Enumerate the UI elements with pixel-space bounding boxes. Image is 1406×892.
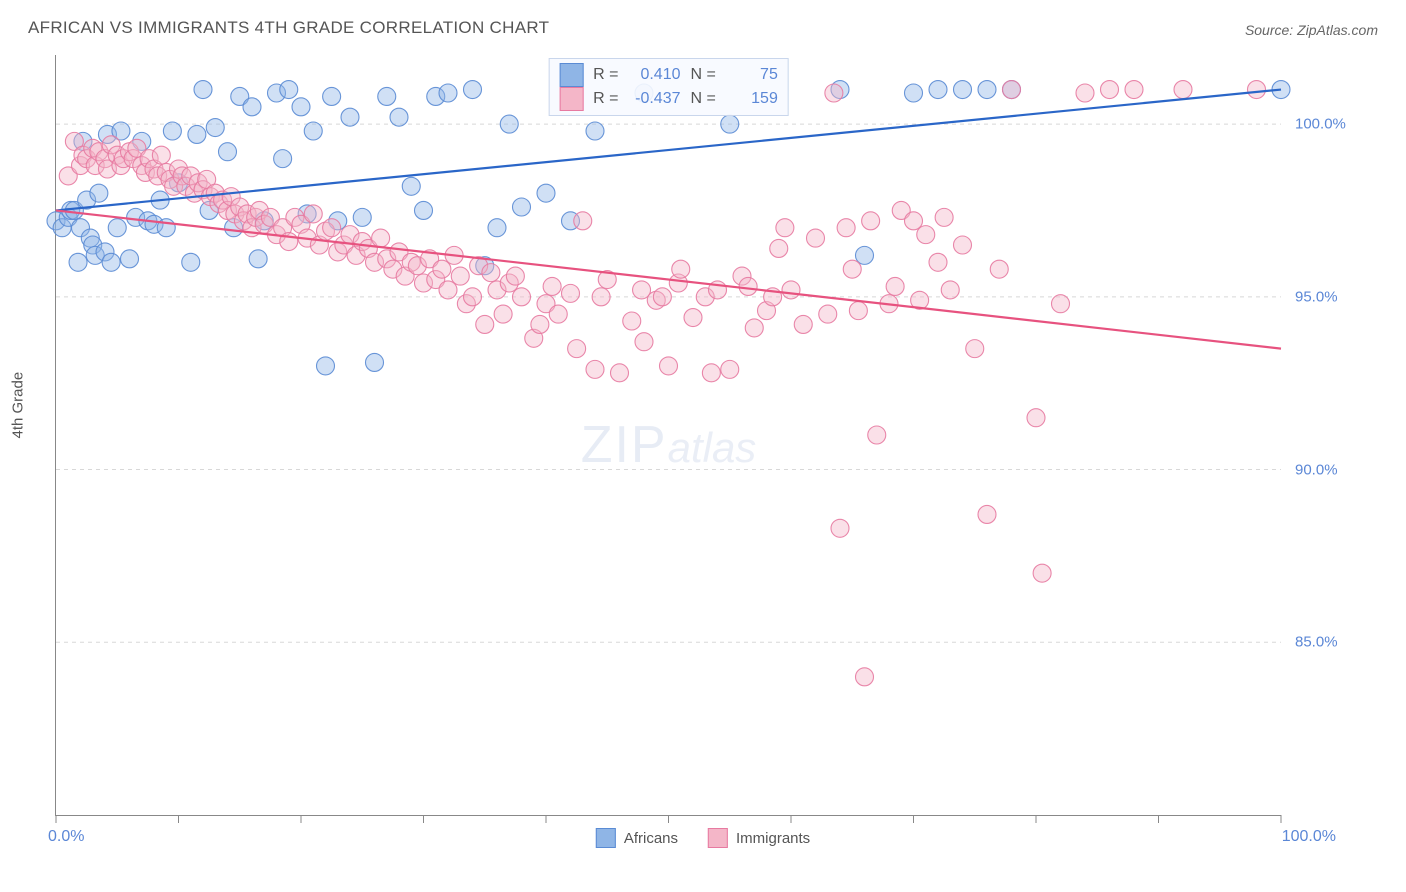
stats-n-label: N = (691, 63, 716, 87)
y-tick-label: 95.0% (1295, 288, 1338, 305)
stats-n-africans: 75 (726, 63, 778, 87)
plot-area: ZIPatlas R = 0.410 N = 75 R = -0.437 N =… (55, 55, 1281, 816)
y-tick-label: 90.0% (1295, 461, 1338, 478)
africans-swatch-icon (559, 63, 583, 87)
stats-row-africans: R = 0.410 N = 75 (559, 63, 778, 87)
y-tick-label: 100.0% (1295, 116, 1346, 133)
chart-svg (56, 55, 1281, 815)
immigrants-swatch-icon (559, 87, 583, 111)
stats-r-africans: 0.410 (629, 63, 681, 87)
x-tick-right: 100.0% (1282, 828, 1336, 846)
stats-row-immigrants: R = -0.437 N = 159 (559, 87, 778, 111)
x-tick-left: 0.0% (48, 828, 84, 846)
stats-n-label: N = (691, 87, 716, 111)
legend-africans: Africans (596, 828, 678, 848)
stats-n-immigrants: 159 (726, 87, 778, 111)
stats-box: R = 0.410 N = 75 R = -0.437 N = 159 (548, 58, 789, 116)
africans-legend-swatch-icon (596, 828, 616, 848)
stats-r-label: R = (593, 87, 618, 111)
stats-r-label: R = (593, 63, 618, 87)
chart-title: AFRICAN VS IMMIGRANTS 4TH GRADE CORRELAT… (28, 18, 549, 38)
legend-immigrants-label: Immigrants (736, 830, 810, 847)
legend-immigrants: Immigrants (708, 828, 810, 848)
stats-r-immigrants: -0.437 (629, 87, 681, 111)
source-label: Source: ZipAtlas.com (1245, 22, 1378, 38)
legend-africans-label: Africans (624, 830, 678, 847)
immigrants-legend-swatch-icon (708, 828, 728, 848)
y-axis-label: 4th Grade (10, 372, 27, 439)
y-tick-label: 85.0% (1295, 634, 1338, 651)
legend: Africans Immigrants (596, 828, 810, 848)
